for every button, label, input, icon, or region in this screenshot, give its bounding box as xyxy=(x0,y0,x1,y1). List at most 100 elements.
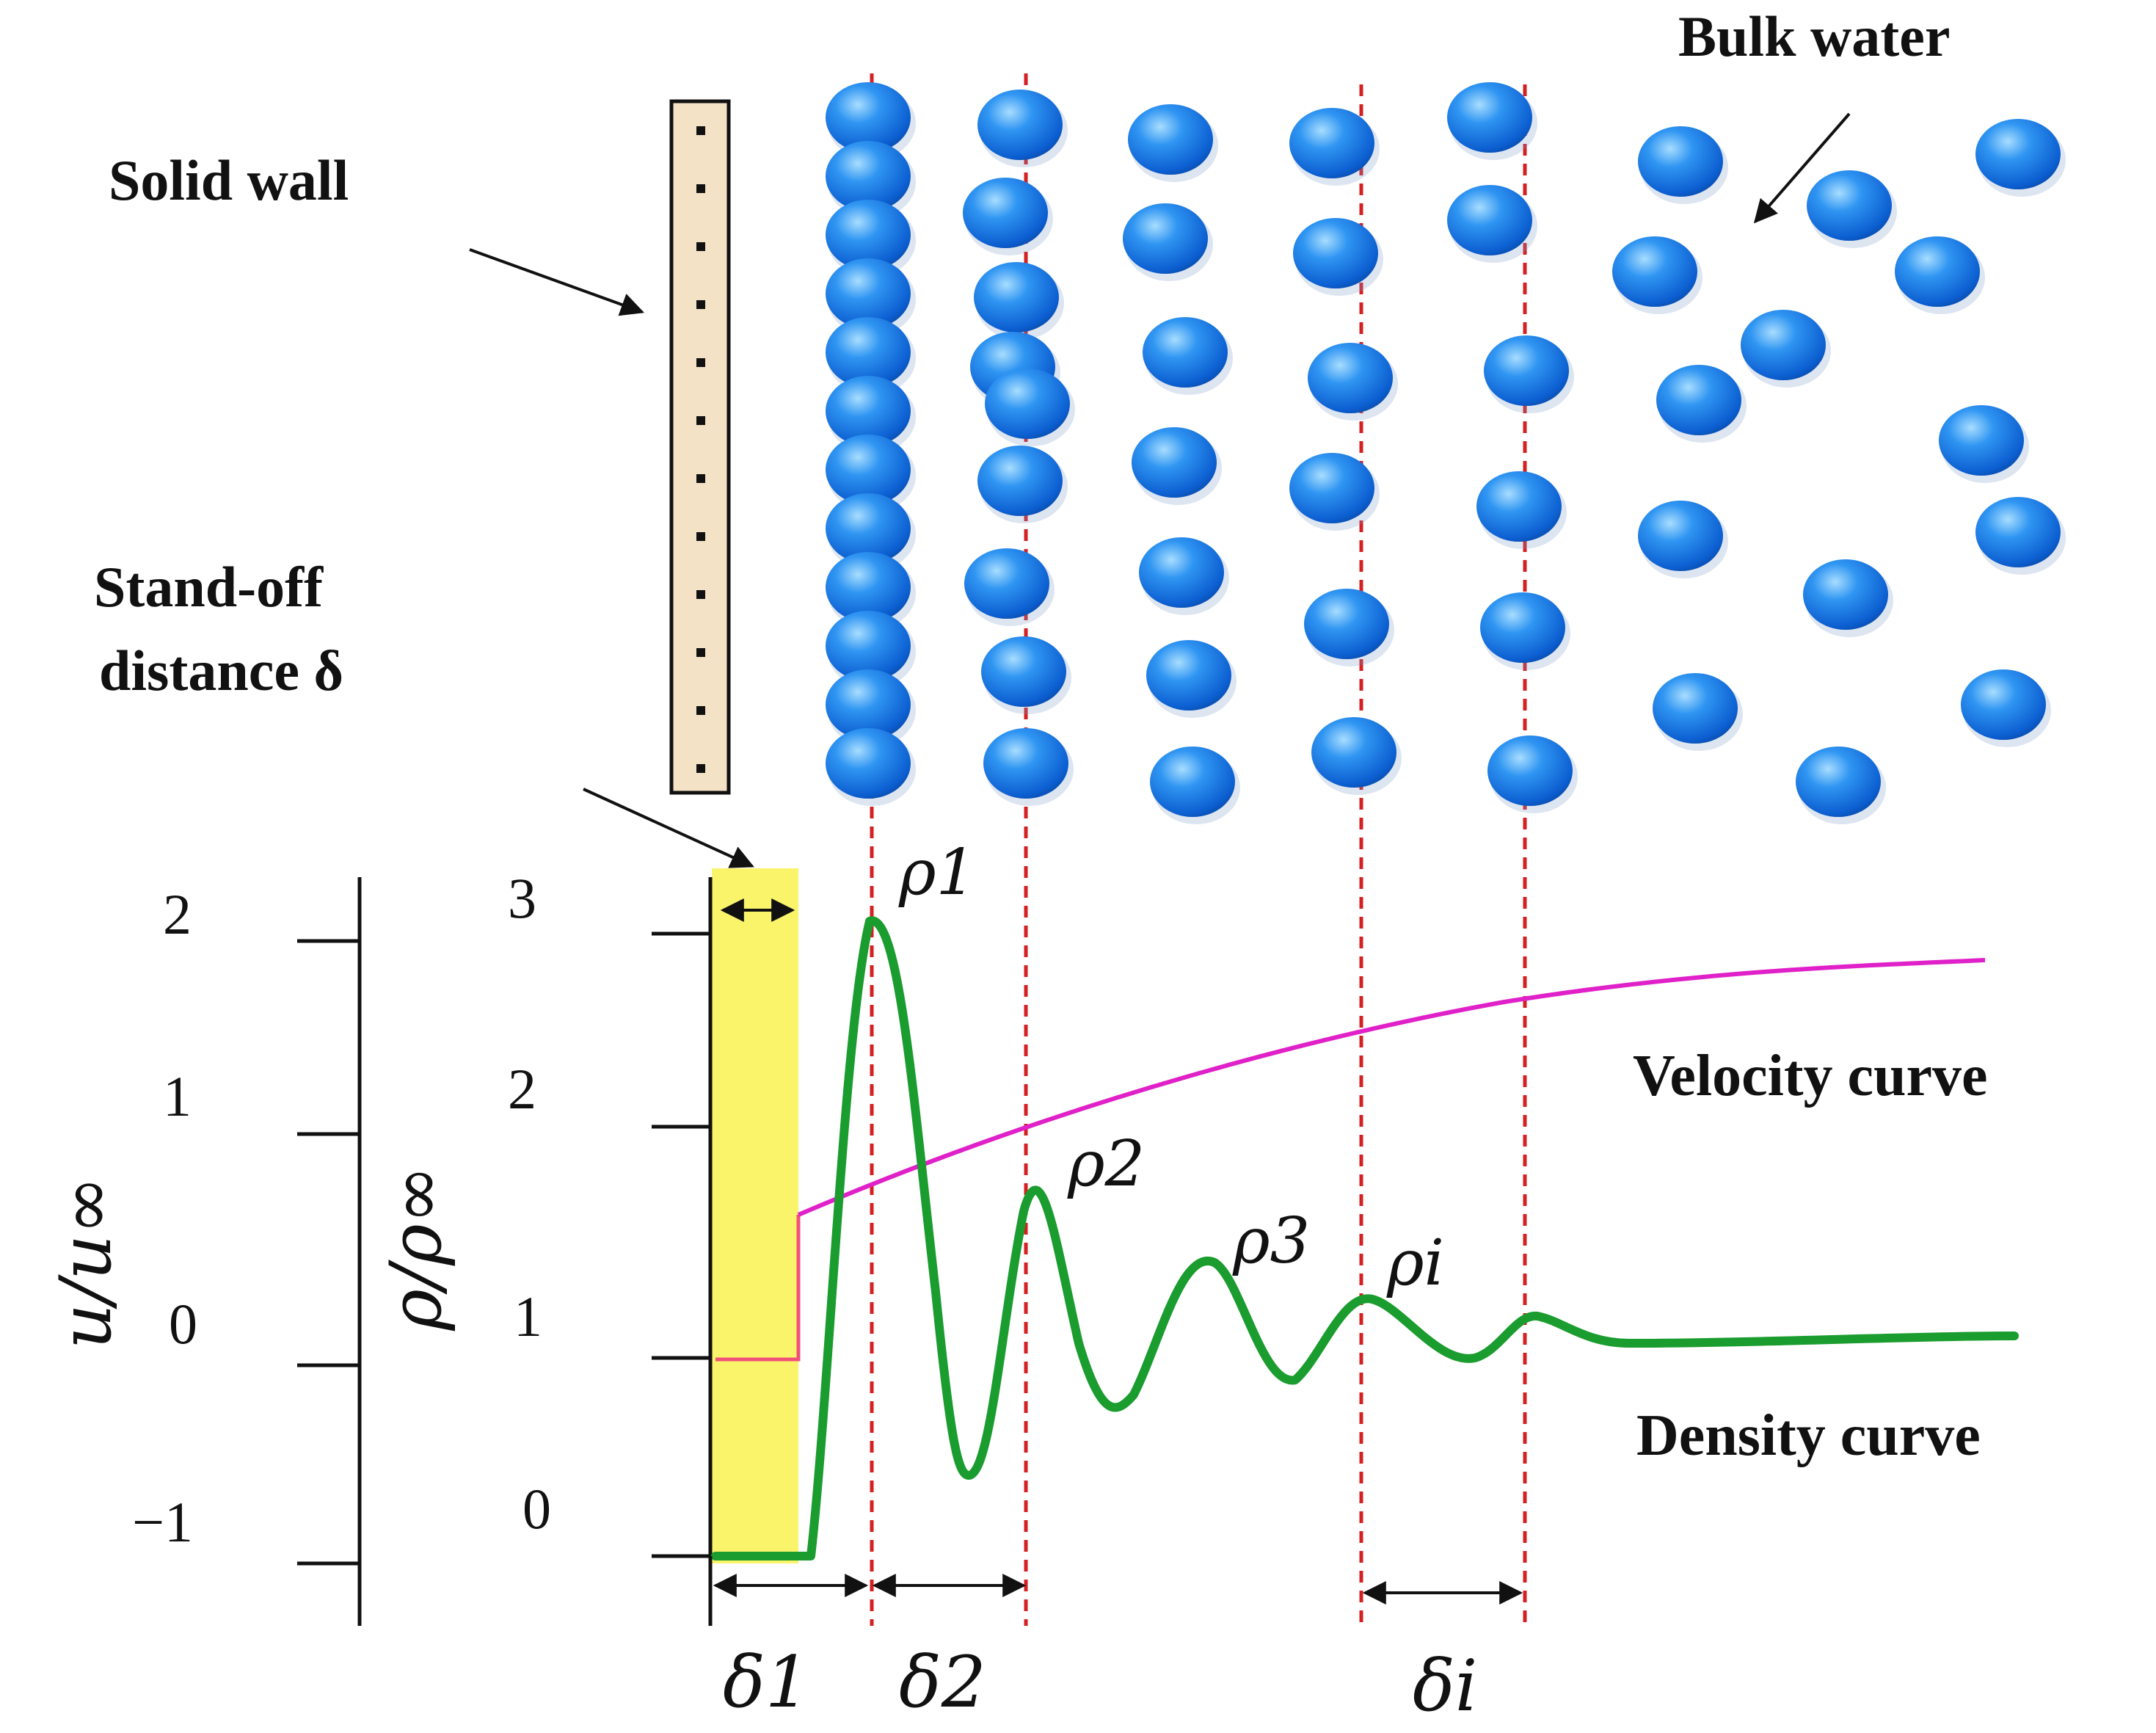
velocity-curve-wall-segment xyxy=(715,1215,801,1362)
wall-dot xyxy=(696,706,705,715)
bulk-water-arrow xyxy=(1753,112,1851,224)
water-molecule xyxy=(1289,453,1374,523)
water-molecule xyxy=(826,669,911,740)
water-molecule xyxy=(826,376,911,446)
peak-label-rho1: ρ1 xyxy=(898,836,976,909)
water-molecule xyxy=(1484,335,1569,406)
bulk-water-label: Bulk water xyxy=(1678,4,1951,68)
velocity-tick-neg1: −1 xyxy=(132,1490,193,1554)
water-molecule xyxy=(1128,104,1213,175)
water-molecule xyxy=(826,611,911,681)
standoff-arrow xyxy=(583,788,754,868)
water-molecule xyxy=(1741,310,1826,380)
water-molecule xyxy=(983,728,1068,799)
density-curve xyxy=(711,916,2019,1561)
water-molecule xyxy=(974,262,1059,333)
solid-wall-label: Solid wall xyxy=(109,148,349,212)
density-tick-3: 3 xyxy=(508,866,536,930)
water-molecules xyxy=(826,82,2066,824)
water-molecule xyxy=(1447,82,1532,153)
density-axis-label: ρ/ρ∞ xyxy=(375,1165,457,1331)
spacing-label-deltai: δi xyxy=(1413,1645,1478,1727)
water-molecule xyxy=(1289,108,1374,178)
peak-label-rhoi: ρi xyxy=(1386,1227,1444,1300)
water-molecule xyxy=(1139,537,1224,608)
water-molecule xyxy=(1480,592,1565,663)
density-axis: 3 2 1 0 ρ/ρ∞ xyxy=(375,866,713,1626)
water-molecule xyxy=(1311,717,1396,788)
velocity-curve xyxy=(797,958,1986,1217)
water-molecule xyxy=(1803,559,1888,630)
solid-wall-arrow xyxy=(469,248,645,316)
water-molecule xyxy=(1939,405,2024,476)
standoff-label-line2: distance δ xyxy=(99,639,343,702)
water-molecule xyxy=(1476,471,1562,542)
water-molecule xyxy=(1895,236,1980,307)
water-molecule xyxy=(826,435,911,505)
density-tick-0: 0 xyxy=(522,1477,551,1541)
wall-dot xyxy=(696,416,705,425)
water-molecule xyxy=(1132,427,1217,498)
wall-dot xyxy=(696,358,705,367)
velocity-axis-label: u/u∞ xyxy=(45,1176,127,1349)
density-tick-2: 2 xyxy=(508,1057,536,1121)
water-molecule xyxy=(963,178,1048,248)
water-molecule xyxy=(826,82,911,153)
water-molecule xyxy=(826,200,911,270)
water-molecule xyxy=(981,636,1066,707)
wall-dot xyxy=(696,242,705,251)
velocity-curve-label: Velocity curve xyxy=(1633,1044,1988,1108)
water-molecule xyxy=(826,317,911,388)
wall-dot xyxy=(696,126,705,135)
water-molecule xyxy=(985,368,1070,439)
water-molecule xyxy=(964,548,1049,619)
water-molecule xyxy=(1447,185,1532,255)
water-molecule xyxy=(1123,203,1208,274)
wall-dot xyxy=(696,184,705,193)
water-molecule xyxy=(1975,497,2061,567)
velocity-tick-2: 2 xyxy=(163,882,192,946)
water-molecule xyxy=(1975,119,2061,189)
wall-dot xyxy=(696,300,705,309)
wall-dot xyxy=(696,532,705,541)
water-molecule xyxy=(826,258,911,329)
spacing-label-delta1: δ1 xyxy=(723,1641,810,1723)
velocity-tick-0: 0 xyxy=(169,1292,197,1356)
velocity-tick-1: 1 xyxy=(163,1064,192,1128)
standoff-region xyxy=(712,868,798,1563)
wall-dot xyxy=(696,590,705,599)
water-molecule xyxy=(826,141,911,211)
water-molecule xyxy=(1656,365,1741,435)
water-molecule xyxy=(826,493,911,564)
water-molecule xyxy=(826,552,911,622)
water-molecule xyxy=(1308,343,1393,413)
water-molecule xyxy=(1638,126,1723,197)
peak-label-rho2: ρ2 xyxy=(1067,1127,1145,1201)
spacing-label-delta2: δ2 xyxy=(899,1641,986,1723)
water-molecule xyxy=(1487,735,1573,806)
density-tick-1: 1 xyxy=(514,1285,542,1348)
water-molecule xyxy=(1304,589,1389,659)
wall-dots xyxy=(696,126,705,773)
water-molecule xyxy=(1961,669,2046,740)
water-molecule xyxy=(1293,218,1378,288)
solid-wall xyxy=(669,99,731,795)
water-molecule xyxy=(1143,317,1228,388)
peak-label-rho3: ρ3 xyxy=(1232,1205,1310,1278)
water-molecule xyxy=(826,728,911,799)
water-molecule xyxy=(1653,673,1738,744)
standoff-label-line1: Stand-off xyxy=(94,555,324,619)
velocity-axis: 2 1 0 −1 u/u∞ xyxy=(45,877,362,1626)
water-molecule xyxy=(1796,746,1881,817)
water-molecule xyxy=(1146,640,1231,711)
water-molecule xyxy=(1612,236,1697,307)
wall-dot xyxy=(696,648,705,657)
water-molecule xyxy=(1807,170,1892,241)
water-molecule xyxy=(1638,501,1723,571)
density-curve-label: Density curve xyxy=(1636,1403,1981,1468)
water-molecule xyxy=(1150,746,1235,817)
water-molecule xyxy=(977,446,1063,516)
water-molecule xyxy=(977,90,1063,160)
wall-dot xyxy=(696,764,705,773)
